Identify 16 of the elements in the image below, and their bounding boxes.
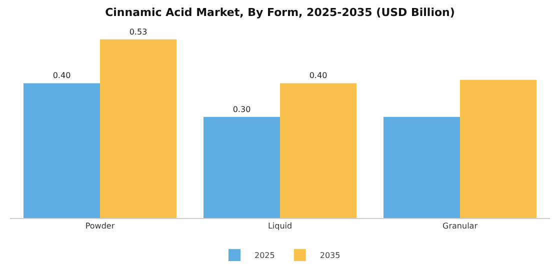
bar <box>280 83 356 218</box>
data-label: 0.40 <box>309 71 328 80</box>
bar <box>100 39 176 218</box>
bar <box>204 116 280 218</box>
chart-title: Cinnamic Acid Market, By Form, 2025-2035 (USD Billion) <box>105 6 455 20</box>
bar <box>384 116 460 218</box>
data-label: 0.30 <box>232 104 251 114</box>
legend-label: 2035 <box>320 251 340 260</box>
x-tick-label: Powder <box>85 222 116 231</box>
data-label: 0.53 <box>129 27 148 36</box>
data-label: 0.40 <box>52 71 71 80</box>
x-tick-label: Liquid <box>268 222 292 231</box>
bar <box>24 83 100 218</box>
legend-label: 2025 <box>254 251 275 260</box>
bar <box>460 80 536 218</box>
x-tick-label: Granular <box>442 222 478 231</box>
